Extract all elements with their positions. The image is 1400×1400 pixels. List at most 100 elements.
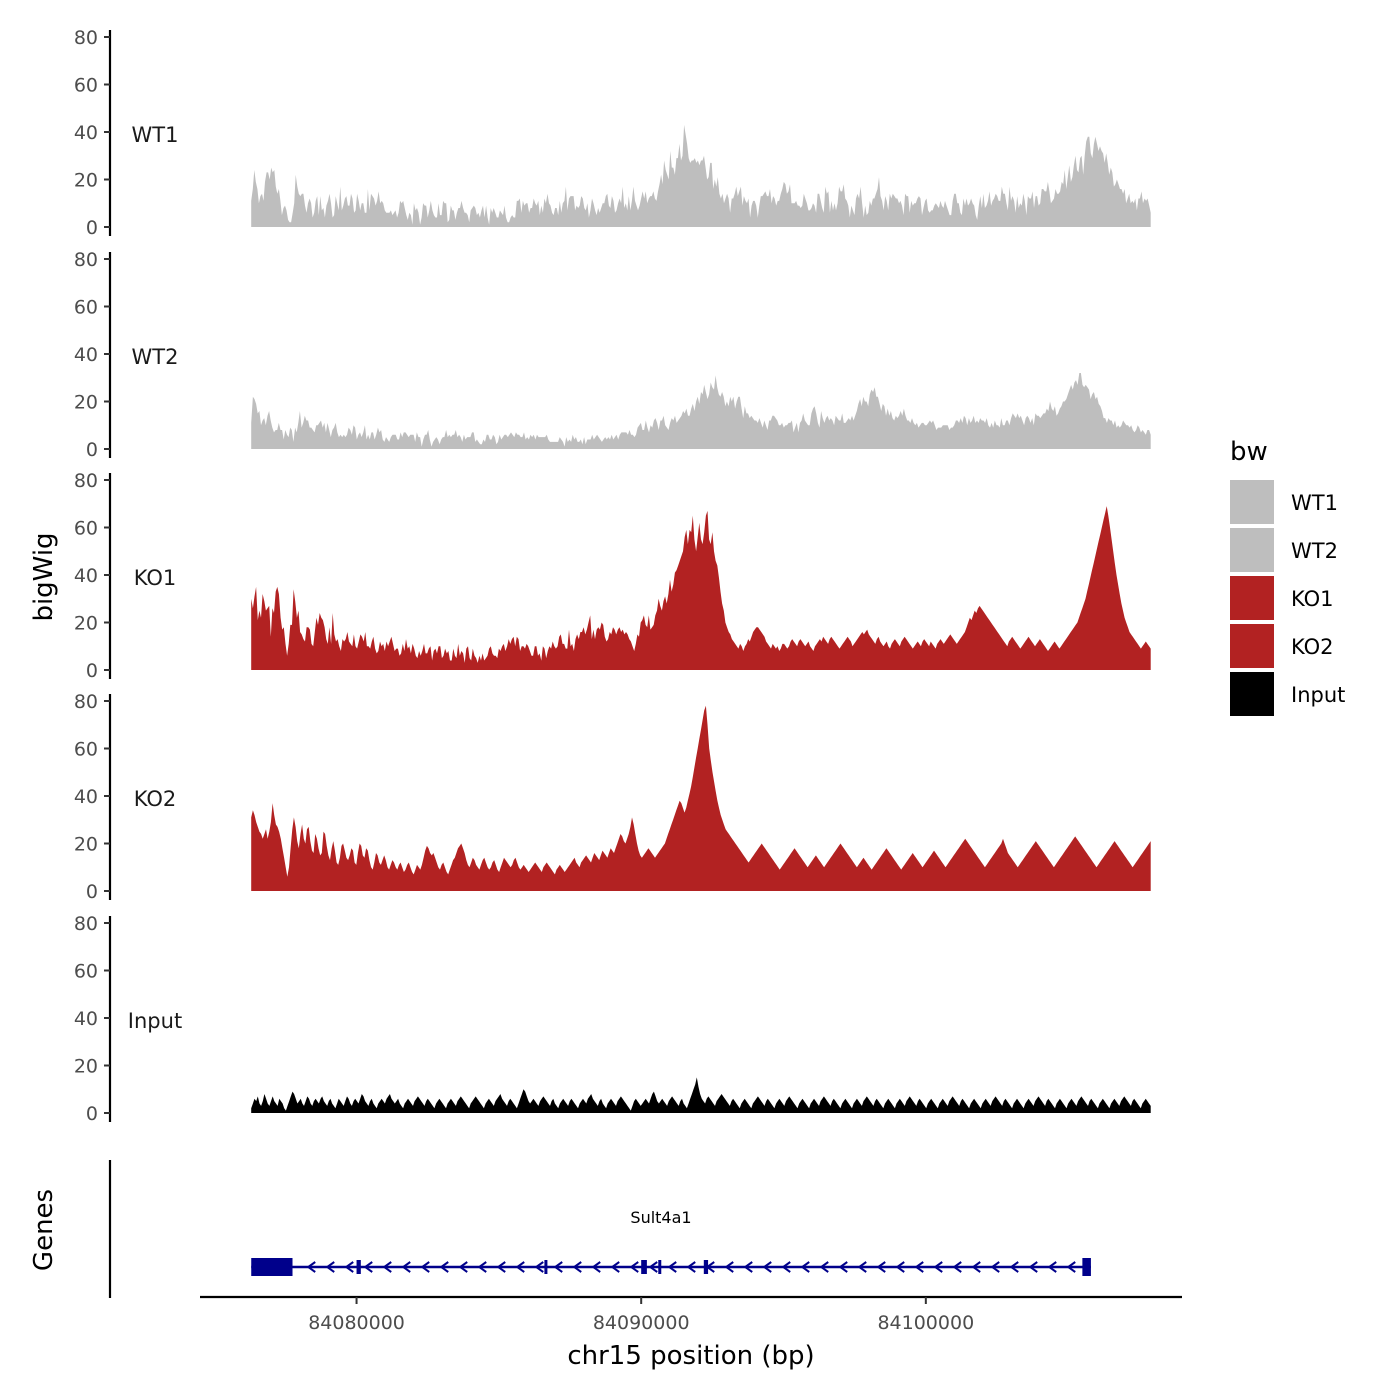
legend-label-ko1: KO1 <box>1291 587 1334 611</box>
legend-swatch-wt1 <box>1230 480 1274 524</box>
y-tick-label: 80 <box>74 470 98 492</box>
legend-swatch-wt2 <box>1230 528 1274 572</box>
coverage-area-input <box>251 1077 1151 1113</box>
coverage-area-wt1 <box>251 124 1151 227</box>
strand-chevron <box>876 1261 886 1273</box>
y-tick-label: 60 <box>74 75 98 97</box>
gene-exon <box>356 1260 361 1274</box>
strand-chevron <box>1009 1261 1019 1273</box>
strand-chevron <box>325 1261 335 1273</box>
x-tick-label: 84080000 <box>308 1312 405 1334</box>
legend-swatch-ko1 <box>1230 576 1274 620</box>
y-tick-label: 40 <box>74 786 98 808</box>
strand-chevron <box>553 1261 563 1273</box>
y-tick-label: 20 <box>74 1056 98 1078</box>
strand-chevron <box>857 1261 867 1273</box>
gene-exon <box>658 1260 662 1274</box>
gene-exon <box>544 1260 548 1274</box>
legend: bw WT1 WT2 KO1 KO2 Input <box>1230 437 1345 716</box>
track-ko2: 0 20 40 60 80 KO2 <box>74 691 1151 903</box>
legend-swatch-ko2 <box>1230 624 1274 668</box>
strand-chevron <box>401 1261 411 1273</box>
legend-label-input: Input <box>1291 683 1345 707</box>
tracks-layer: 0 20 40 60 80 WT1 0 20 40 60 80 WT2 0 20 40 60 80 KO1 0 20 4… <box>74 27 1151 1125</box>
y-tick-label: 80 <box>74 691 98 713</box>
y-tick-label: 40 <box>74 122 98 144</box>
strand-chevron <box>914 1261 924 1273</box>
y-tick-label: 0 <box>86 217 98 239</box>
strand-chevron <box>1066 1261 1076 1273</box>
y-tick-label: 0 <box>86 660 98 682</box>
strand-chevron <box>496 1261 506 1273</box>
y-tick-label: 80 <box>74 27 98 49</box>
track-wt1: 0 20 40 60 80 WT1 <box>74 27 1151 239</box>
strand-chevron <box>933 1261 943 1273</box>
strand-chevron <box>363 1261 373 1273</box>
y-tick-label: 20 <box>74 170 98 192</box>
y-tick-label: 40 <box>74 565 98 587</box>
strand-chevron <box>610 1261 620 1273</box>
y-tick-label: 80 <box>74 913 98 935</box>
y-tick-label: 20 <box>74 392 98 414</box>
y-tick-label: 60 <box>74 739 98 761</box>
legend-label-wt1: WT1 <box>1291 491 1338 515</box>
x-tick-label: 84100000 <box>877 1312 974 1334</box>
strand-chevron <box>686 1261 696 1273</box>
strand-chevron <box>344 1261 354 1273</box>
gene-exon <box>703 1260 709 1274</box>
coverage-area-ko2 <box>251 705 1151 891</box>
strand-chevron <box>439 1261 449 1273</box>
strand-chevron <box>515 1261 525 1273</box>
gene-name-label: Sult4a1 <box>630 1208 691 1227</box>
y-tick-label: 0 <box>86 1103 98 1125</box>
y-tick-label: 60 <box>74 518 98 540</box>
strand-chevron <box>1028 1261 1038 1273</box>
strand-chevron <box>838 1261 848 1273</box>
strand-chevron <box>477 1261 487 1273</box>
strand-chevron <box>971 1261 981 1273</box>
legend-label-ko2: KO2 <box>1291 635 1334 659</box>
strand-chevron <box>458 1261 468 1273</box>
strand-chevron <box>743 1261 753 1273</box>
coverage-area-ko1 <box>251 506 1151 670</box>
gene-exon <box>1082 1258 1091 1276</box>
legend-swatch-input <box>1230 672 1274 716</box>
y-tick-label: 60 <box>74 961 98 983</box>
track-label: KO1 <box>134 566 177 590</box>
track-label: WT1 <box>132 123 179 147</box>
strand-chevron <box>724 1261 734 1273</box>
track-label: WT2 <box>132 345 179 369</box>
track-label: KO2 <box>134 787 177 811</box>
coverage-area-wt2 <box>251 373 1151 449</box>
track-input: 0 20 40 60 80 Input <box>74 913 1151 1125</box>
gene-exon <box>251 1258 293 1276</box>
strand-chevron <box>800 1261 810 1273</box>
strand-chevron <box>819 1261 829 1273</box>
strand-chevron <box>534 1261 544 1273</box>
strand-chevron <box>762 1261 772 1273</box>
y-tick-label: 20 <box>74 613 98 635</box>
strand-chevron <box>420 1261 430 1273</box>
track-wt2: 0 20 40 60 80 WT2 <box>74 249 1151 461</box>
track-ko1: 0 20 40 60 80 KO1 <box>74 470 1151 682</box>
strand-chevron <box>591 1261 601 1273</box>
strand-chevron <box>781 1261 791 1273</box>
strand-chevron <box>952 1261 962 1273</box>
strand-chevron <box>1047 1261 1057 1273</box>
gene-sult4a1: Sult4a1 <box>251 1208 1091 1276</box>
genes-track-title: Genes <box>29 1189 59 1271</box>
track-label: Input <box>128 1009 182 1033</box>
strand-chevron <box>306 1261 316 1273</box>
legend-label-wt2: WT2 <box>1291 539 1338 563</box>
strand-chevron <box>667 1261 677 1273</box>
x-axis-title: chr15 position (bp) <box>567 1341 814 1371</box>
y-tick-label: 20 <box>74 834 98 856</box>
y-tick-label: 0 <box>86 881 98 903</box>
y-tick-label: 40 <box>74 344 98 366</box>
y-tick-label: 40 <box>74 1008 98 1030</box>
strand-chevron <box>648 1261 658 1273</box>
genes-track: Sult4a1 <box>108 1160 1091 1298</box>
strand-chevron <box>572 1261 582 1273</box>
strand-chevron <box>990 1261 1000 1273</box>
